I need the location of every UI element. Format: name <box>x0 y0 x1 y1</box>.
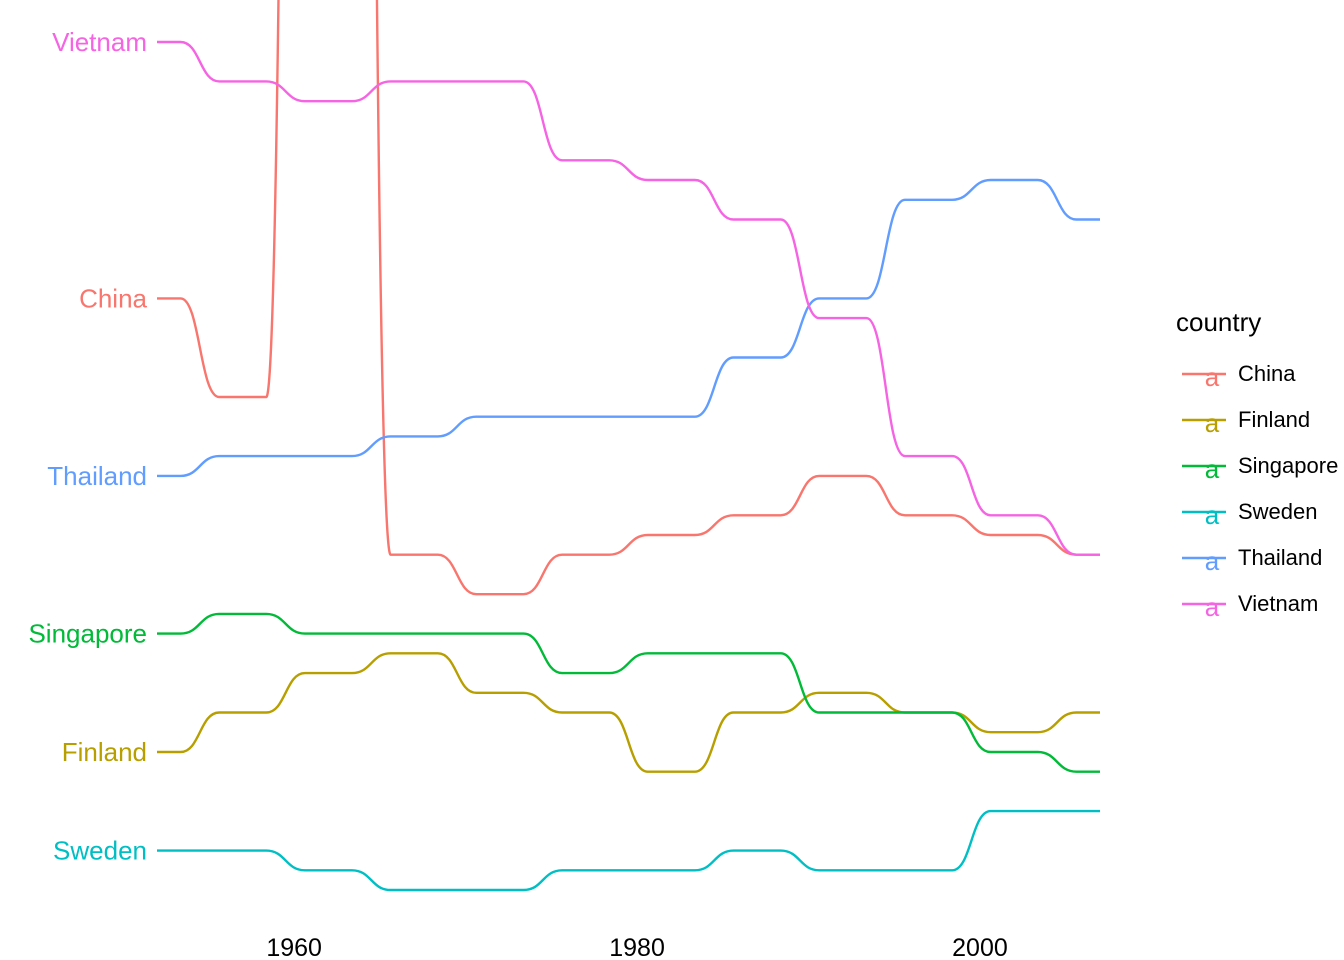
series-line-vietnam <box>157 40 1100 556</box>
legend-label-china: China <box>1238 361 1296 386</box>
legend-item-finland: a Finland <box>1182 407 1310 438</box>
legend-label-sweden: Sweden <box>1238 499 1318 524</box>
series-label-vietnam: Vietnam <box>52 27 147 57</box>
legend-item-sweden: a Sweden <box>1182 499 1318 530</box>
legend-item-singapore: a Singapore <box>1182 453 1338 484</box>
x-tick-label-1960: 1960 <box>266 934 322 960</box>
legend-key-glyph-singapore: a <box>1205 454 1220 484</box>
x-tick-label-2000: 2000 <box>952 934 1008 960</box>
legend-item-china: a China <box>1182 361 1296 392</box>
legend-title: country <box>1176 307 1261 337</box>
legend-label-singapore: Singapore <box>1238 453 1338 478</box>
legend-key-glyph-finland: a <box>1205 408 1220 438</box>
series-line-sweden <box>157 809 1100 892</box>
series-line-thailand <box>157 178 1100 478</box>
legend-key-glyph-china: a <box>1205 362 1220 392</box>
series-label-china: China <box>79 283 147 313</box>
series-line-china <box>157 0 1100 596</box>
legend-item-vietnam: a Vietnam <box>1182 591 1318 622</box>
series-line-singapore <box>157 612 1100 773</box>
x-axis: 1960 1980 2000 <box>266 934 1007 960</box>
legend-label-finland: Finland <box>1238 407 1310 432</box>
series-label-finland: Finland <box>62 737 147 767</box>
series-labels: China Finland Singapore Sweden Thailand Vietn… <box>28 27 147 866</box>
x-tick-label-1980: 1980 <box>609 934 665 960</box>
legend-key-glyph-vietnam: a <box>1205 592 1220 622</box>
legend-label-thailand: Thailand <box>1238 545 1322 570</box>
legend-label-vietnam: Vietnam <box>1238 591 1318 616</box>
legend-key-glyph-thailand: a <box>1205 546 1220 576</box>
series-line-finland <box>157 652 1100 773</box>
series-label-thailand: Thailand <box>47 461 147 491</box>
series-lines <box>157 0 1100 892</box>
series-label-sweden: Sweden <box>53 836 147 866</box>
series-label-singapore: Singapore <box>28 619 147 649</box>
legend-item-thailand: a Thailand <box>1182 545 1322 576</box>
legend-key-glyph-sweden: a <box>1205 500 1220 530</box>
